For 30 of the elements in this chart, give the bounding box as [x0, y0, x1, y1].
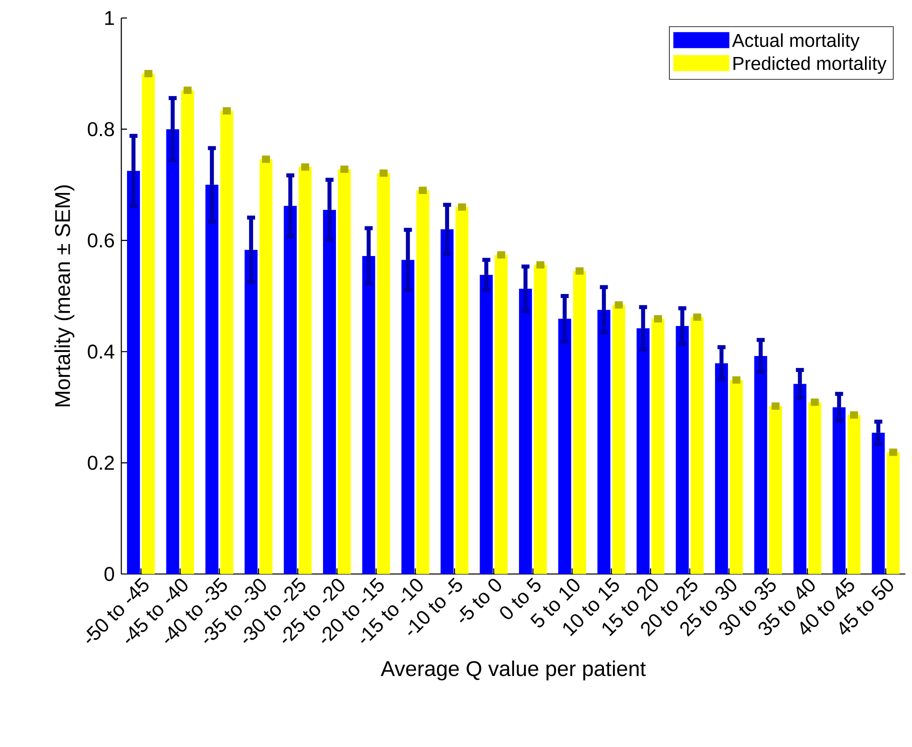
y-tick-label: 1 — [105, 10, 114, 25]
bar — [480, 274, 493, 574]
bar — [244, 250, 258, 574]
bar — [872, 432, 885, 574]
legend-label: Actual mortality — [732, 33, 860, 51]
bar — [832, 407, 846, 574]
bar — [676, 326, 689, 574]
bar — [323, 210, 336, 574]
y-tick-label: 0.8 — [88, 122, 114, 136]
y-axis-title: Mortality (mean ± SEM) — [54, 185, 74, 406]
bar — [793, 384, 806, 574]
y-tick-label: 0 — [104, 566, 114, 581]
bar — [558, 318, 572, 574]
bar — [636, 328, 650, 574]
bar — [597, 310, 610, 574]
bar — [519, 288, 532, 574]
bar — [127, 170, 140, 574]
bar — [440, 229, 454, 574]
bar — [715, 363, 728, 574]
bar — [284, 206, 297, 574]
bar — [205, 184, 218, 574]
y-tick-label: 0.6 — [88, 233, 114, 248]
bar — [401, 260, 414, 574]
bar — [754, 356, 768, 574]
bar — [166, 129, 180, 574]
bar — [362, 256, 376, 574]
y-tick-label: 0.4 — [88, 344, 114, 359]
x-axis-title: Average Q value per patient — [380, 660, 646, 680]
legend-label: Predicted mortality — [734, 56, 887, 74]
y-tick-label: 0.2 — [88, 456, 114, 470]
